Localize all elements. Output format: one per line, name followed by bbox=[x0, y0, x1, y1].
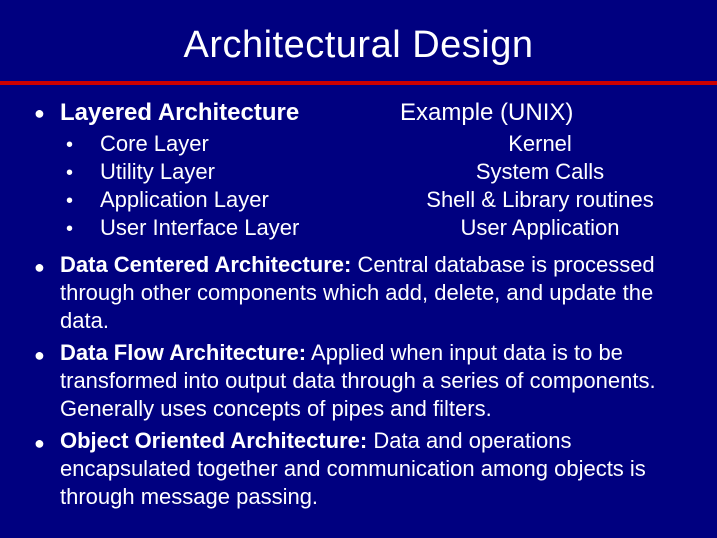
content-area: ● Layered Architecture Example (UNIX) • … bbox=[0, 85, 717, 511]
sub-bullet-icon: • bbox=[60, 218, 100, 241]
layered-row: • Application Layer Shell & Library rout… bbox=[60, 187, 685, 215]
paragraph-row: ● Data Centered Architecture: Central da… bbox=[32, 251, 685, 335]
paragraph-bold: Object Oriented Architecture: bbox=[60, 428, 367, 453]
paragraph-row: ● Data Flow Architecture: Applied when i… bbox=[32, 339, 685, 423]
slide-title: Architectural Design bbox=[0, 24, 717, 67]
paragraph-text: Data Flow Architecture: Applied when inp… bbox=[60, 339, 685, 423]
layer-name: User Interface Layer bbox=[100, 215, 299, 241]
layer-name: Application Layer bbox=[100, 187, 269, 213]
layer-name: Core Layer bbox=[100, 131, 209, 157]
layered-rows: • Core Layer Kernel • Utility Layer Syst… bbox=[60, 131, 685, 243]
layered-row: • Core Layer Kernel bbox=[60, 131, 685, 159]
bullet-icon: ● bbox=[32, 339, 60, 369]
paragraph-row: ● Object Oriented Architecture: Data and… bbox=[32, 427, 685, 511]
bullet-icon: ● bbox=[32, 427, 60, 457]
layer-example: System Calls bbox=[400, 159, 680, 185]
sub-bullet-icon: • bbox=[60, 190, 100, 213]
bullet-icon: ● bbox=[32, 99, 60, 127]
slide: Architectural Design ● Layered Architect… bbox=[0, 0, 717, 538]
example-heading: Example (UNIX) bbox=[400, 99, 573, 127]
layered-row: • User Interface Layer User Application bbox=[60, 215, 685, 243]
layer-example: User Application bbox=[400, 215, 680, 241]
layer-example: Shell & Library routines bbox=[400, 187, 680, 213]
bullet-icon: ● bbox=[32, 251, 60, 281]
paragraph-bold: Data Flow Architecture: bbox=[60, 340, 306, 365]
layered-heading: Layered Architecture bbox=[60, 99, 299, 127]
layer-name: Utility Layer bbox=[100, 159, 215, 185]
layered-row: • Utility Layer System Calls bbox=[60, 159, 685, 187]
sub-bullet-icon: • bbox=[60, 134, 100, 157]
layered-heading-row: ● Layered Architecture Example (UNIX) bbox=[32, 99, 685, 127]
sub-bullet-icon: • bbox=[60, 162, 100, 185]
title-area: Architectural Design bbox=[0, 0, 717, 67]
paragraph-text: Data Centered Architecture: Central data… bbox=[60, 251, 685, 335]
layer-example: Kernel bbox=[400, 131, 680, 157]
paragraph-bold: Data Centered Architecture: bbox=[60, 252, 351, 277]
paragraph-text: Object Oriented Architecture: Data and o… bbox=[60, 427, 685, 511]
